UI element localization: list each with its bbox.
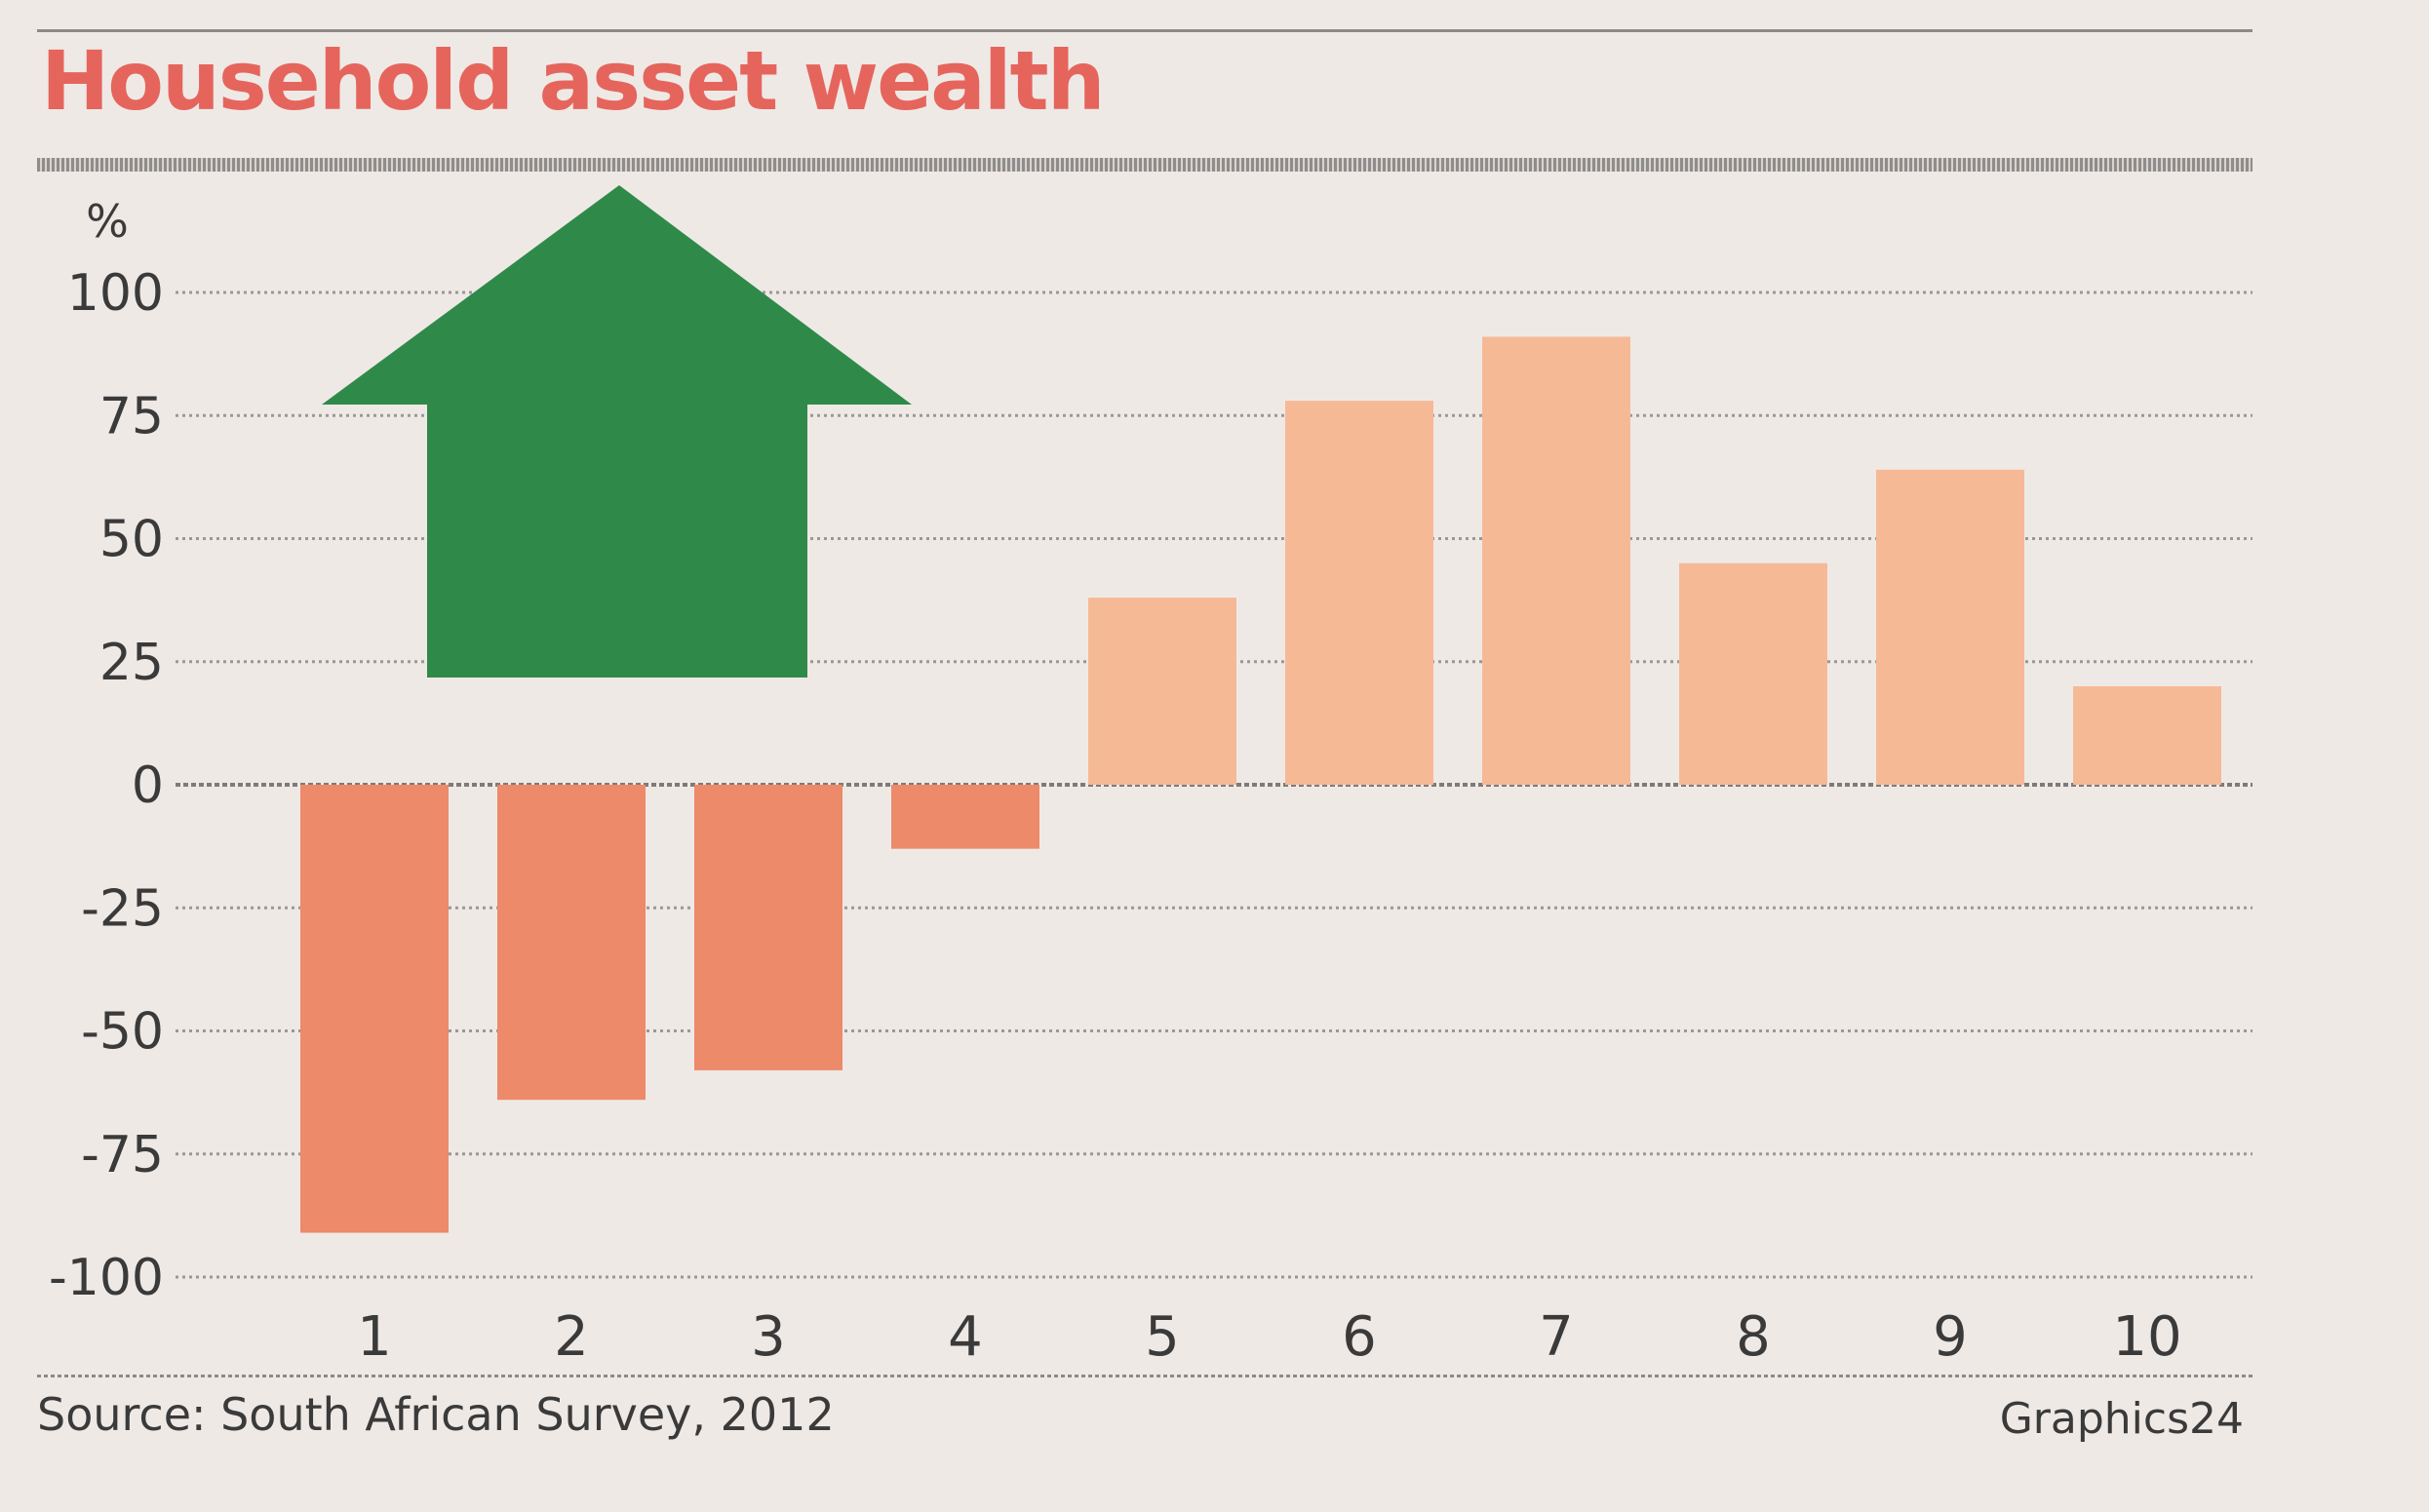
y-tick-label: 25 (99, 634, 164, 692)
x-tick-label: 4 (948, 1305, 983, 1369)
top-rule (37, 29, 2253, 32)
bar-3 (694, 785, 842, 1070)
bar-10 (2073, 686, 2221, 785)
bar-1 (300, 785, 449, 1233)
y-axis-label: % (86, 195, 129, 248)
y-tick-label: -25 (81, 879, 164, 938)
chart-title: Household asset wealth (41, 33, 1106, 129)
bar-7 (1482, 336, 1630, 785)
x-tick-label: 7 (1539, 1305, 1574, 1369)
source-note: Source: South African Survey, 2012 (37, 1388, 835, 1441)
x-tick-label: 2 (554, 1305, 589, 1369)
y-tick-label: -50 (81, 1003, 164, 1062)
bar-6 (1285, 401, 1433, 785)
y-tick-label: 50 (99, 511, 164, 569)
x-tick-label: 6 (1342, 1305, 1377, 1369)
x-tick-label: 8 (1736, 1305, 1771, 1369)
footer-rule (37, 1375, 2253, 1377)
x-tick-label: 1 (357, 1305, 392, 1369)
y-tick-label: -75 (81, 1126, 164, 1184)
y-tick-labels: 100 75 50 25 0 -25 -50 -75 -100 (49, 264, 164, 1307)
y-tick-label: -100 (49, 1249, 164, 1307)
y-tick-label: 75 (99, 387, 164, 446)
graphics-credit: Graphics24 (1999, 1394, 2244, 1444)
bar-4 (891, 785, 1039, 849)
y-tick-label: 100 (67, 264, 164, 323)
x-tick-label: 5 (1145, 1305, 1180, 1369)
x-tick-labels: 1 2 3 4 5 6 7 8 9 10 (357, 1305, 2181, 1369)
bar-8 (1679, 562, 1827, 785)
green-up-arrow-icon (322, 185, 912, 678)
title-divider (37, 158, 2253, 172)
x-tick-label: 10 (2112, 1305, 2181, 1369)
x-tick-label: 9 (1933, 1305, 1968, 1369)
bar-9 (1876, 469, 2024, 785)
bar-series (300, 336, 2221, 1233)
bar-2 (497, 785, 646, 1101)
up-arrow-shape (322, 185, 912, 678)
x-tick-label: 3 (751, 1305, 786, 1369)
y-tick-label: 0 (132, 756, 164, 815)
bar-5 (1088, 598, 1236, 785)
